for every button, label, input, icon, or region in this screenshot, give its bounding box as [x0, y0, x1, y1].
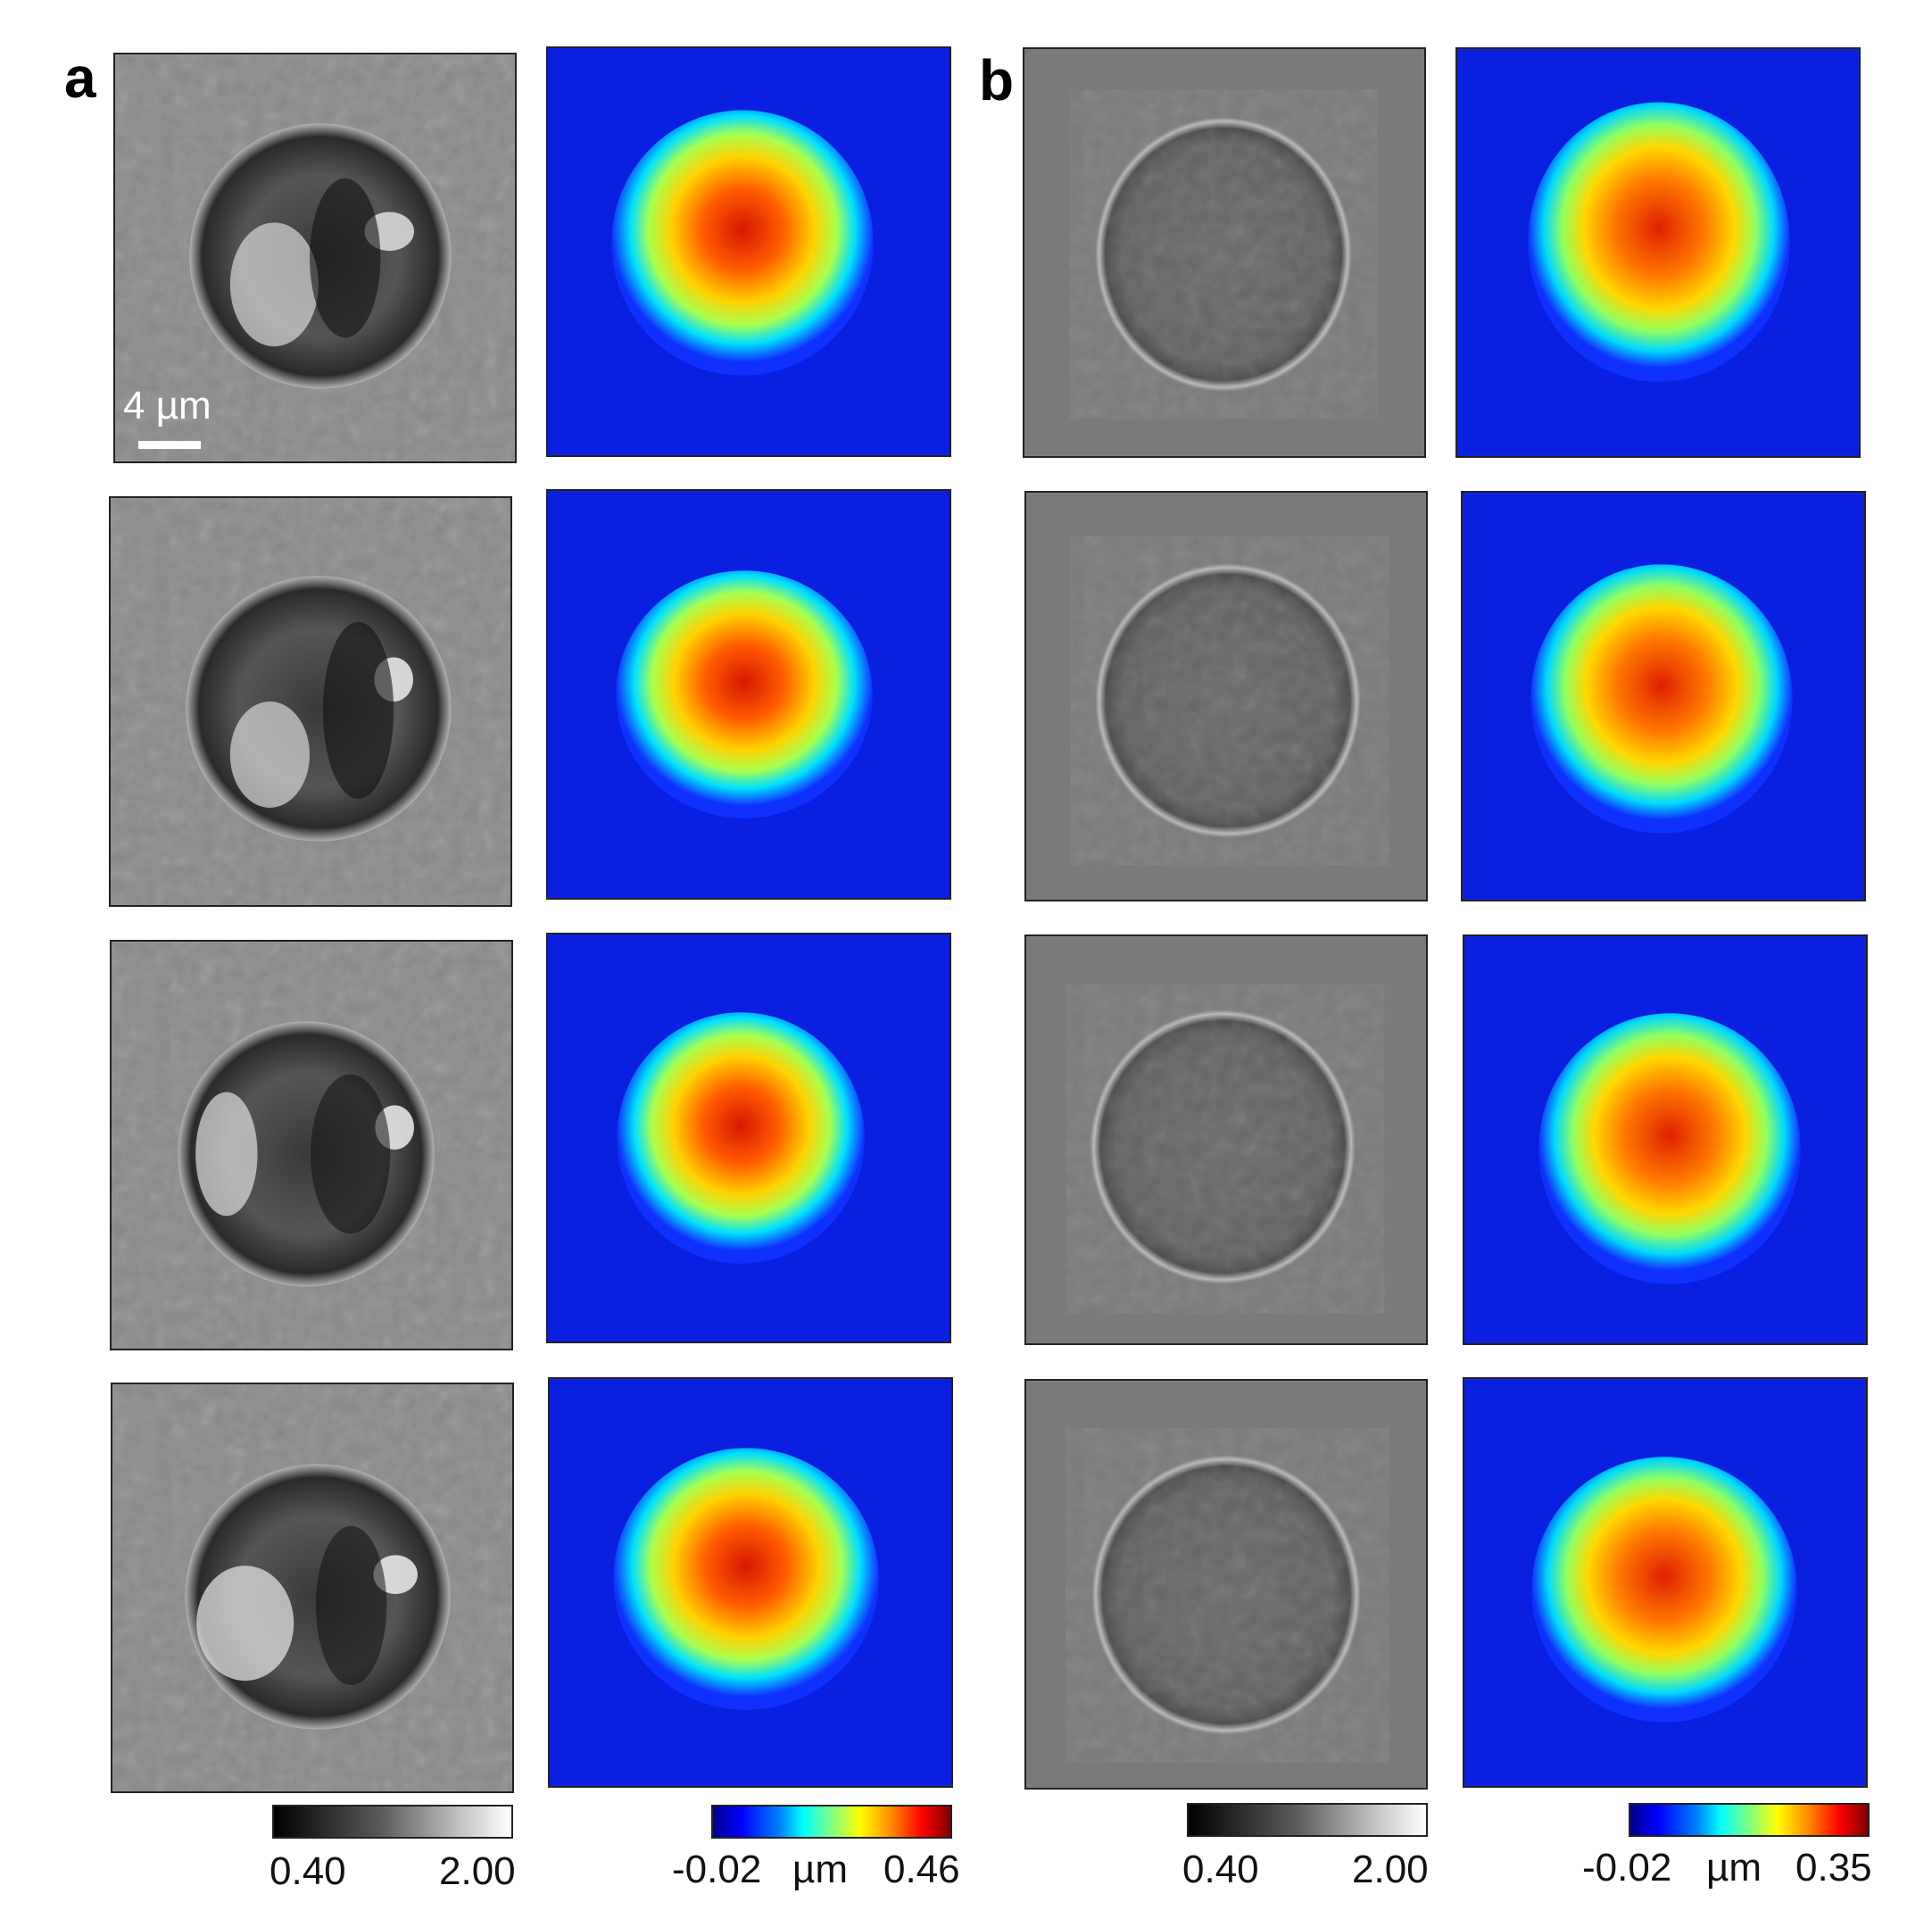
b-height-colorbar-max: 0.35	[1795, 1846, 1872, 1890]
a-height-map-3	[546, 933, 951, 1343]
b-height-map-3	[1463, 934, 1868, 1345]
scale-bar	[138, 441, 201, 449]
b-gray-image-2	[1024, 491, 1428, 901]
b-gray-colorbar-min: 0.40	[1182, 1848, 1259, 1891]
a-gray-image-4	[111, 1383, 514, 1793]
a-gray-image-3	[110, 940, 513, 1350]
panel-label-a: a	[64, 46, 96, 110]
scale-bar-label: 4 µm	[123, 384, 211, 428]
b-height-colorbar	[1629, 1803, 1870, 1837]
b-height-colorbar-unit: µm	[1706, 1846, 1762, 1890]
a-gray-colorbar	[272, 1805, 513, 1839]
b-height-map-2	[1461, 491, 1866, 901]
b-gray-image-1	[1023, 47, 1426, 458]
b-height-map-4	[1463, 1377, 1868, 1788]
b-height-map-1	[1455, 47, 1861, 458]
b-height-colorbar-min: -0.02	[1582, 1846, 1672, 1890]
b-gray-image-4	[1024, 1379, 1428, 1790]
a-gray-colorbar-max: 2.00	[439, 1849, 516, 1893]
b-gray-image-3	[1024, 934, 1428, 1345]
b-gray-colorbar	[1187, 1803, 1428, 1837]
a-height-colorbar-unit: µm	[792, 1848, 849, 1891]
panel-label-b: b	[979, 48, 1015, 112]
a-height-map-4	[548, 1377, 953, 1788]
a-gray-image-2	[109, 496, 512, 907]
a-height-colorbar-min: -0.02	[672, 1848, 762, 1891]
a-height-colorbar-max: 0.46	[883, 1848, 960, 1891]
b-gray-colorbar-max: 2.00	[1352, 1848, 1429, 1891]
a-height-map-2	[546, 489, 951, 900]
a-height-map-1	[546, 46, 951, 457]
a-gray-colorbar-min: 0.40	[269, 1849, 346, 1893]
a-height-colorbar	[711, 1805, 952, 1839]
a-gray-image-1	[113, 53, 517, 463]
